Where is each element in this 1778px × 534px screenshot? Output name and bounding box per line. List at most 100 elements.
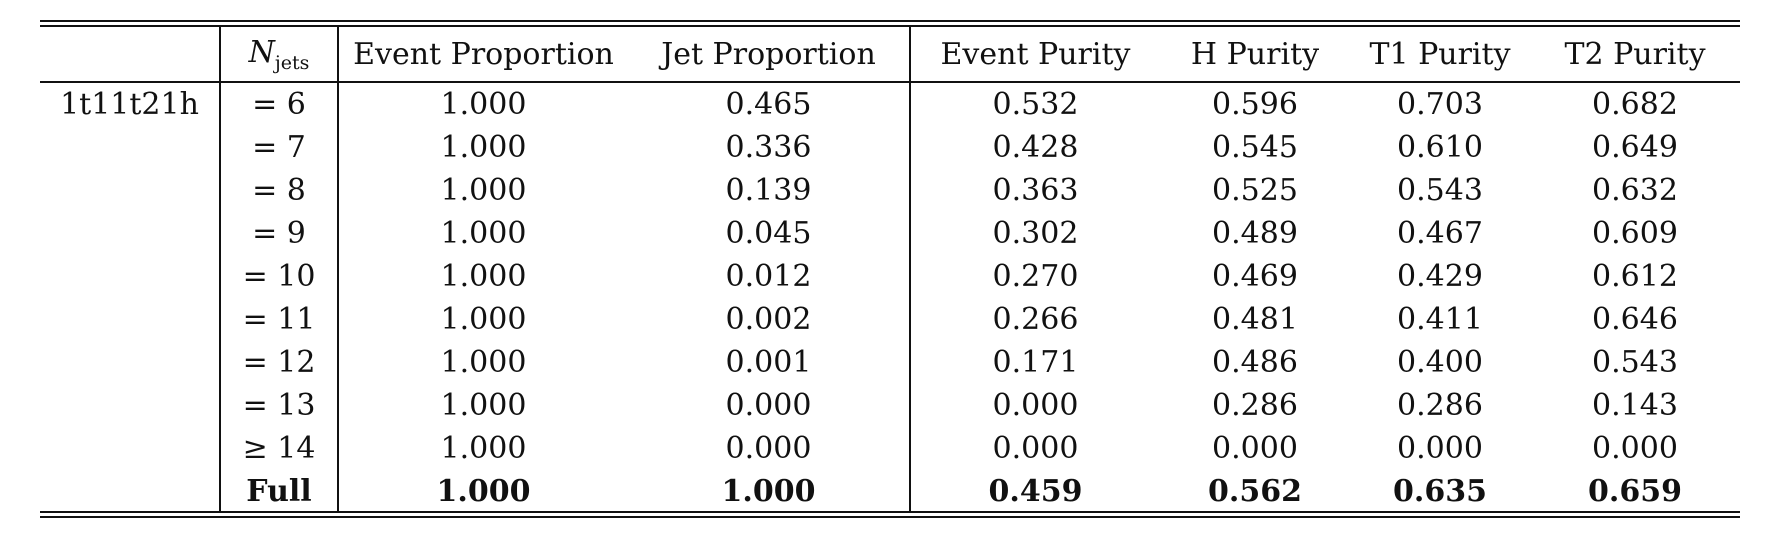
header-jet-proportion: Jet Proportion <box>661 36 876 72</box>
bottom-rule-2 <box>40 516 1740 518</box>
event-proportion-cell: 1.000 <box>337 255 628 298</box>
t2-purity-cell: 0.632 <box>1592 173 1678 208</box>
table-row: = 11 1.000 0.002 0.266 0.481 0.411 0.646 <box>40 298 1740 341</box>
njets-cell: = 6 <box>219 83 338 126</box>
group-label-cell <box>40 298 220 341</box>
header-blank <box>40 27 220 81</box>
group-label-cell <box>40 384 220 427</box>
njets-symbol: N <box>248 34 275 70</box>
event-proportion-cell: 1.000 <box>337 341 628 384</box>
h-purity-cell: 0.486 <box>1212 345 1298 380</box>
t1-purity-cell: 0.286 <box>1397 388 1483 423</box>
header-t1-purity: T1 Purity <box>1369 36 1511 72</box>
njets-subscript: jets <box>274 51 310 74</box>
bottom-rule-1 <box>40 511 1740 513</box>
table-row: = 8 1.000 0.139 0.363 0.525 0.543 0.632 <box>40 169 1740 212</box>
t2-purity-cell: 0.543 <box>1592 345 1678 380</box>
group-label-cell <box>40 341 220 384</box>
h-purity-cell: 0.562 <box>1208 474 1302 509</box>
top-rule-1 <box>40 20 1740 22</box>
group-label-cell <box>40 470 220 513</box>
t2-purity-cell: 0.682 <box>1592 87 1678 122</box>
t1-purity-cell: 0.467 <box>1397 216 1483 251</box>
event-purity-cell: 0.171 <box>909 341 1160 384</box>
t1-purity-cell: 0.635 <box>1393 474 1487 509</box>
header-njets: Njets <box>219 27 338 81</box>
jet-proportion-cell: 0.465 <box>725 87 812 122</box>
t1-purity-cell: 0.411 <box>1397 302 1483 337</box>
h-purity-cell: 0.481 <box>1212 302 1298 337</box>
table-row-full: Full 1.000 1.000 0.459 0.562 0.635 0.659 <box>40 470 1740 513</box>
jet-proportion-cell: 0.000 <box>725 388 812 423</box>
body-table: 1t11t21h = 6 1.000 0.465 0.532 0.596 0.703 0.68… <box>40 83 1741 513</box>
event-proportion-cell: 1.000 <box>337 470 628 513</box>
jet-proportion-cell: 0.001 <box>725 345 812 380</box>
header-rule <box>40 81 1740 83</box>
table-row: = 13 1.000 0.000 0.000 0.286 0.286 0.143 <box>40 384 1740 427</box>
event-purity-cell: 0.266 <box>909 298 1160 341</box>
t1-purity-cell: 0.610 <box>1397 130 1483 165</box>
njets-cell: = 9 <box>219 212 338 255</box>
t1-purity-cell: 0.400 <box>1397 345 1483 380</box>
jet-proportion-cell: 0.000 <box>725 431 812 466</box>
group-label-cell <box>40 255 220 298</box>
event-proportion-cell: 1.000 <box>337 83 628 126</box>
event-proportion-cell: 1.000 <box>337 384 628 427</box>
t2-purity-cell: 0.609 <box>1592 216 1678 251</box>
table-row: = 7 1.000 0.336 0.428 0.545 0.610 0.649 <box>40 126 1740 169</box>
t1-purity-cell: 0.703 <box>1397 87 1483 122</box>
h-purity-cell: 0.525 <box>1212 173 1298 208</box>
event-purity-cell: 0.428 <box>909 126 1160 169</box>
event-purity-cell: 0.532 <box>909 83 1160 126</box>
jet-proportion-cell: 0.336 <box>725 130 812 165</box>
njets-cell: = 11 <box>219 298 338 341</box>
header-t2-purity: T2 Purity <box>1564 36 1706 72</box>
h-purity-cell: 0.545 <box>1212 130 1298 165</box>
group-label-cell <box>40 427 220 470</box>
h-purity-cell: 0.286 <box>1212 388 1298 423</box>
table-row: 1t11t21h = 6 1.000 0.465 0.532 0.596 0.703 0.68… <box>40 83 1740 126</box>
t2-purity-cell: 0.649 <box>1592 130 1678 165</box>
h-purity-cell: 0.469 <box>1212 259 1298 294</box>
t2-purity-cell: 0.612 <box>1592 259 1678 294</box>
event-purity-cell: 0.363 <box>909 169 1160 212</box>
jet-proportion-cell: 0.002 <box>725 302 812 337</box>
njets-cell: = 12 <box>219 341 338 384</box>
table-row: = 10 1.000 0.012 0.270 0.469 0.429 0.612 <box>40 255 1740 298</box>
njets-cell: ≥ 14 <box>219 427 338 470</box>
event-proportion-cell: 1.000 <box>337 212 628 255</box>
group-label-cell <box>40 169 220 212</box>
t2-purity-cell: 0.000 <box>1592 431 1678 466</box>
h-purity-cell: 0.596 <box>1212 87 1298 122</box>
njets-cell: = 13 <box>219 384 338 427</box>
njets-cell: = 7 <box>219 126 338 169</box>
header-h-purity: H Purity <box>1190 36 1320 72</box>
event-proportion-cell: 1.000 <box>337 298 628 341</box>
event-purity-cell: 0.000 <box>909 384 1160 427</box>
t1-purity-cell: 0.000 <box>1397 431 1483 466</box>
header-row: Njets Event Proportion Jet Proportion Ev… <box>40 27 1740 81</box>
group-label: 1t11t21h <box>60 87 199 122</box>
header-event-purity: Event Purity <box>909 27 1160 81</box>
event-proportion-cell: 1.000 <box>337 169 628 212</box>
t2-purity-cell: 0.659 <box>1588 474 1682 509</box>
jet-proportion-cell: 0.139 <box>725 173 812 208</box>
h-purity-cell: 0.489 <box>1212 216 1298 251</box>
event-proportion-cell: 1.000 <box>337 126 628 169</box>
njets-cell: Full <box>219 470 338 513</box>
njets-cell: = 10 <box>219 255 338 298</box>
event-proportion-cell: 1.000 <box>337 427 628 470</box>
top-rule-2 <box>40 25 1740 27</box>
njets-cell: = 8 <box>219 169 338 212</box>
group-label-cell <box>40 212 220 255</box>
t1-purity-cell: 0.543 <box>1397 173 1483 208</box>
t1-purity-cell: 0.429 <box>1397 259 1483 294</box>
header-event-proportion: Event Proportion <box>337 27 628 81</box>
event-purity-cell: 0.459 <box>909 470 1160 513</box>
event-purity-cell: 0.270 <box>909 255 1160 298</box>
t2-purity-cell: 0.646 <box>1592 302 1678 337</box>
t2-purity-cell: 0.143 <box>1592 388 1678 423</box>
group-label-cell <box>40 126 220 169</box>
event-purity-cell: 0.000 <box>909 427 1160 470</box>
header-table: Njets Event Proportion Jet Proportion Ev… <box>40 27 1740 81</box>
